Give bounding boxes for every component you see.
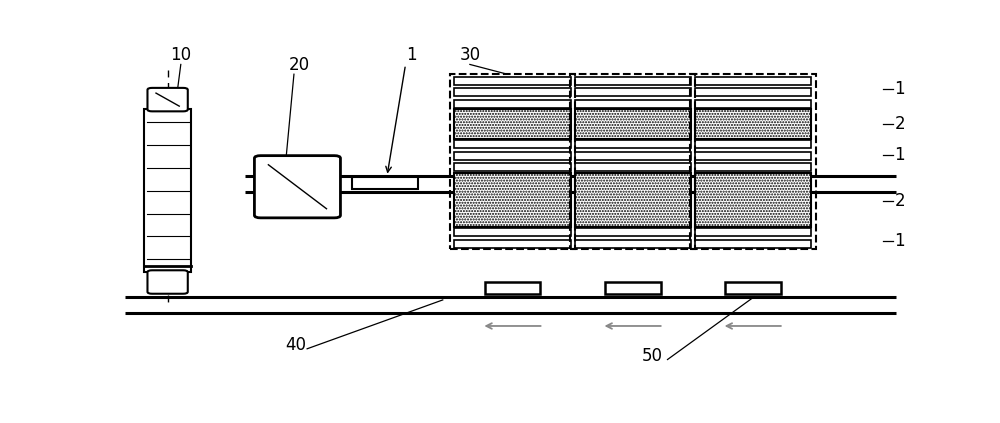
Text: 2: 2 [895, 115, 905, 133]
Bar [454, 152, 571, 160]
Bar [574, 152, 691, 160]
FancyBboxPatch shape [147, 270, 188, 294]
Bar [144, 110, 191, 272]
FancyBboxPatch shape [147, 88, 188, 111]
Bar [454, 228, 571, 236]
Bar [574, 240, 691, 248]
Bar [574, 173, 691, 227]
Bar [695, 140, 811, 148]
Bar [605, 282, 661, 294]
Text: 40: 40 [285, 336, 306, 354]
Bar [454, 88, 571, 96]
Bar [574, 77, 691, 85]
Text: 2: 2 [895, 192, 905, 209]
Bar [574, 163, 691, 171]
Bar [695, 88, 811, 96]
Bar [695, 173, 811, 227]
Bar [454, 110, 571, 139]
Bar [695, 152, 811, 160]
Bar [695, 77, 811, 85]
Bar [695, 240, 811, 248]
Bar [450, 74, 575, 250]
Text: 10: 10 [170, 46, 191, 64]
Bar [695, 228, 811, 236]
Bar [352, 177, 418, 189]
Text: 1: 1 [406, 46, 417, 64]
Text: 1: 1 [895, 232, 905, 250]
Bar [570, 74, 695, 250]
Bar [695, 99, 811, 108]
Bar [695, 163, 811, 171]
Bar [485, 282, 540, 294]
Bar [454, 173, 571, 227]
FancyBboxPatch shape [254, 156, 340, 218]
Bar [454, 140, 571, 148]
Bar [574, 88, 691, 96]
Bar [454, 99, 571, 108]
Text: 1: 1 [895, 80, 905, 98]
Text: 50: 50 [642, 347, 662, 365]
Bar [574, 140, 691, 148]
Text: 30: 30 [459, 46, 480, 64]
Text: 20: 20 [289, 55, 310, 74]
Bar [574, 110, 691, 139]
Bar [574, 99, 691, 108]
Bar [454, 240, 571, 248]
Bar [454, 163, 571, 171]
Bar [690, 74, 816, 250]
Bar [574, 228, 691, 236]
Bar [695, 110, 811, 139]
Bar [454, 77, 571, 85]
Bar [725, 282, 781, 294]
Text: 1: 1 [895, 146, 905, 164]
